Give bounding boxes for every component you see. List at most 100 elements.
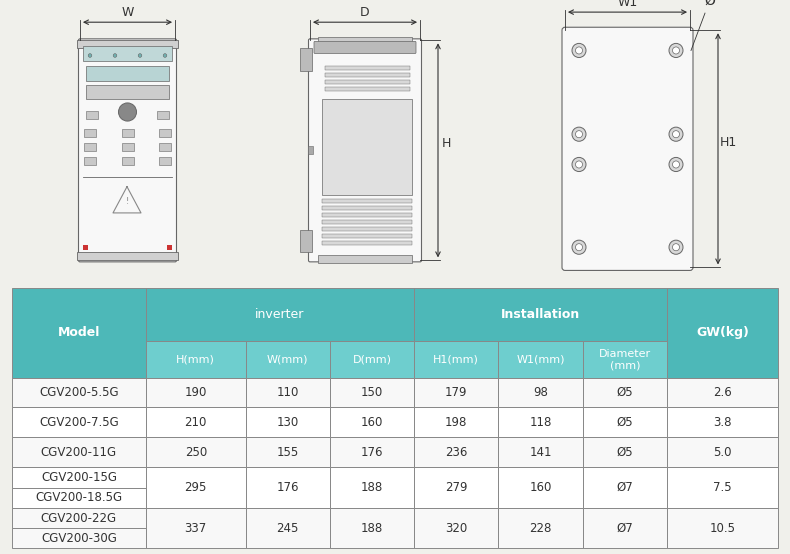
Text: Diameter
(mm): Diameter (mm) bbox=[599, 348, 651, 370]
Circle shape bbox=[572, 127, 586, 141]
Bar bbox=[146, 288, 414, 341]
Bar bbox=[122, 157, 134, 166]
Bar bbox=[146, 407, 246, 437]
Bar bbox=[667, 467, 778, 508]
Circle shape bbox=[672, 161, 679, 168]
Text: D(mm): D(mm) bbox=[352, 355, 392, 365]
Circle shape bbox=[669, 43, 683, 58]
Bar bbox=[330, 508, 414, 548]
Text: 236: 236 bbox=[445, 446, 468, 459]
Bar bbox=[583, 508, 667, 548]
Bar bbox=[414, 407, 498, 437]
Text: Ø7: Ø7 bbox=[616, 522, 634, 535]
Text: 150: 150 bbox=[361, 386, 383, 399]
Bar bbox=[246, 467, 330, 508]
Bar bbox=[246, 508, 330, 548]
Circle shape bbox=[88, 54, 92, 57]
Bar bbox=[322, 206, 412, 210]
Text: 188: 188 bbox=[361, 522, 383, 535]
Text: CGV200-18.5G: CGV200-18.5G bbox=[36, 491, 122, 504]
Text: H1(mm): H1(mm) bbox=[434, 355, 480, 365]
FancyBboxPatch shape bbox=[562, 27, 693, 270]
Bar bbox=[12, 437, 146, 467]
Text: 130: 130 bbox=[276, 416, 299, 429]
Bar bbox=[77, 252, 178, 260]
Bar bbox=[498, 377, 583, 407]
Text: 295: 295 bbox=[185, 481, 207, 494]
Text: 7.5: 7.5 bbox=[713, 481, 732, 494]
Text: 228: 228 bbox=[529, 522, 551, 535]
Text: D: D bbox=[360, 6, 370, 19]
Bar bbox=[498, 508, 583, 548]
Bar bbox=[122, 143, 134, 151]
Bar bbox=[86, 65, 169, 81]
Bar bbox=[330, 341, 414, 377]
Bar bbox=[318, 37, 412, 43]
Circle shape bbox=[572, 43, 586, 58]
Bar bbox=[322, 234, 412, 238]
Bar bbox=[300, 48, 312, 70]
Text: 160: 160 bbox=[361, 416, 383, 429]
Circle shape bbox=[164, 54, 167, 57]
Text: inverter: inverter bbox=[255, 308, 305, 321]
Circle shape bbox=[113, 54, 117, 57]
Text: 176: 176 bbox=[361, 446, 383, 459]
Text: 5.0: 5.0 bbox=[713, 446, 732, 459]
Bar bbox=[146, 377, 246, 407]
Text: W(mm): W(mm) bbox=[267, 355, 308, 365]
Text: 198: 198 bbox=[445, 416, 468, 429]
FancyBboxPatch shape bbox=[309, 39, 422, 262]
Text: W1: W1 bbox=[617, 0, 638, 9]
Text: 160: 160 bbox=[529, 481, 551, 494]
Text: 155: 155 bbox=[276, 446, 299, 459]
Bar bbox=[325, 87, 410, 91]
Bar bbox=[308, 146, 313, 155]
Bar bbox=[583, 341, 667, 377]
Bar bbox=[414, 437, 498, 467]
Circle shape bbox=[572, 240, 586, 254]
Text: 2.6: 2.6 bbox=[713, 386, 732, 399]
Bar bbox=[330, 467, 414, 508]
Bar bbox=[12, 377, 146, 407]
Bar bbox=[86, 85, 169, 99]
Bar bbox=[330, 377, 414, 407]
Text: 98: 98 bbox=[533, 386, 548, 399]
Circle shape bbox=[672, 47, 679, 54]
Text: H1: H1 bbox=[720, 136, 736, 149]
Text: Ø5: Ø5 bbox=[616, 416, 634, 429]
Circle shape bbox=[575, 47, 582, 54]
Text: W1(mm): W1(mm) bbox=[517, 355, 565, 365]
Bar bbox=[322, 213, 412, 217]
Bar bbox=[498, 341, 583, 377]
Bar bbox=[330, 437, 414, 467]
Bar bbox=[583, 407, 667, 437]
Bar bbox=[159, 157, 171, 166]
Bar bbox=[583, 377, 667, 407]
Bar bbox=[122, 129, 134, 137]
Circle shape bbox=[669, 127, 683, 141]
Bar bbox=[322, 99, 412, 195]
FancyBboxPatch shape bbox=[314, 42, 416, 54]
Text: 118: 118 bbox=[529, 416, 551, 429]
Text: 250: 250 bbox=[185, 446, 207, 459]
Bar bbox=[159, 143, 171, 151]
Text: Ø5: Ø5 bbox=[616, 446, 634, 459]
Text: CGV200-15G: CGV200-15G bbox=[41, 471, 117, 484]
Text: CGV200-11G: CGV200-11G bbox=[41, 446, 117, 459]
Bar bbox=[12, 288, 146, 377]
Bar bbox=[325, 73, 410, 76]
Bar bbox=[414, 508, 498, 548]
Circle shape bbox=[138, 54, 141, 57]
Bar bbox=[414, 467, 498, 508]
Text: 210: 210 bbox=[185, 416, 207, 429]
Bar bbox=[414, 377, 498, 407]
Bar bbox=[300, 230, 312, 252]
Text: 320: 320 bbox=[446, 522, 468, 535]
Bar bbox=[12, 488, 146, 508]
Bar bbox=[667, 508, 778, 548]
Bar bbox=[414, 341, 498, 377]
Bar bbox=[414, 288, 667, 341]
Text: CGV200-22G: CGV200-22G bbox=[41, 511, 117, 525]
Bar bbox=[667, 377, 778, 407]
Circle shape bbox=[669, 157, 683, 172]
